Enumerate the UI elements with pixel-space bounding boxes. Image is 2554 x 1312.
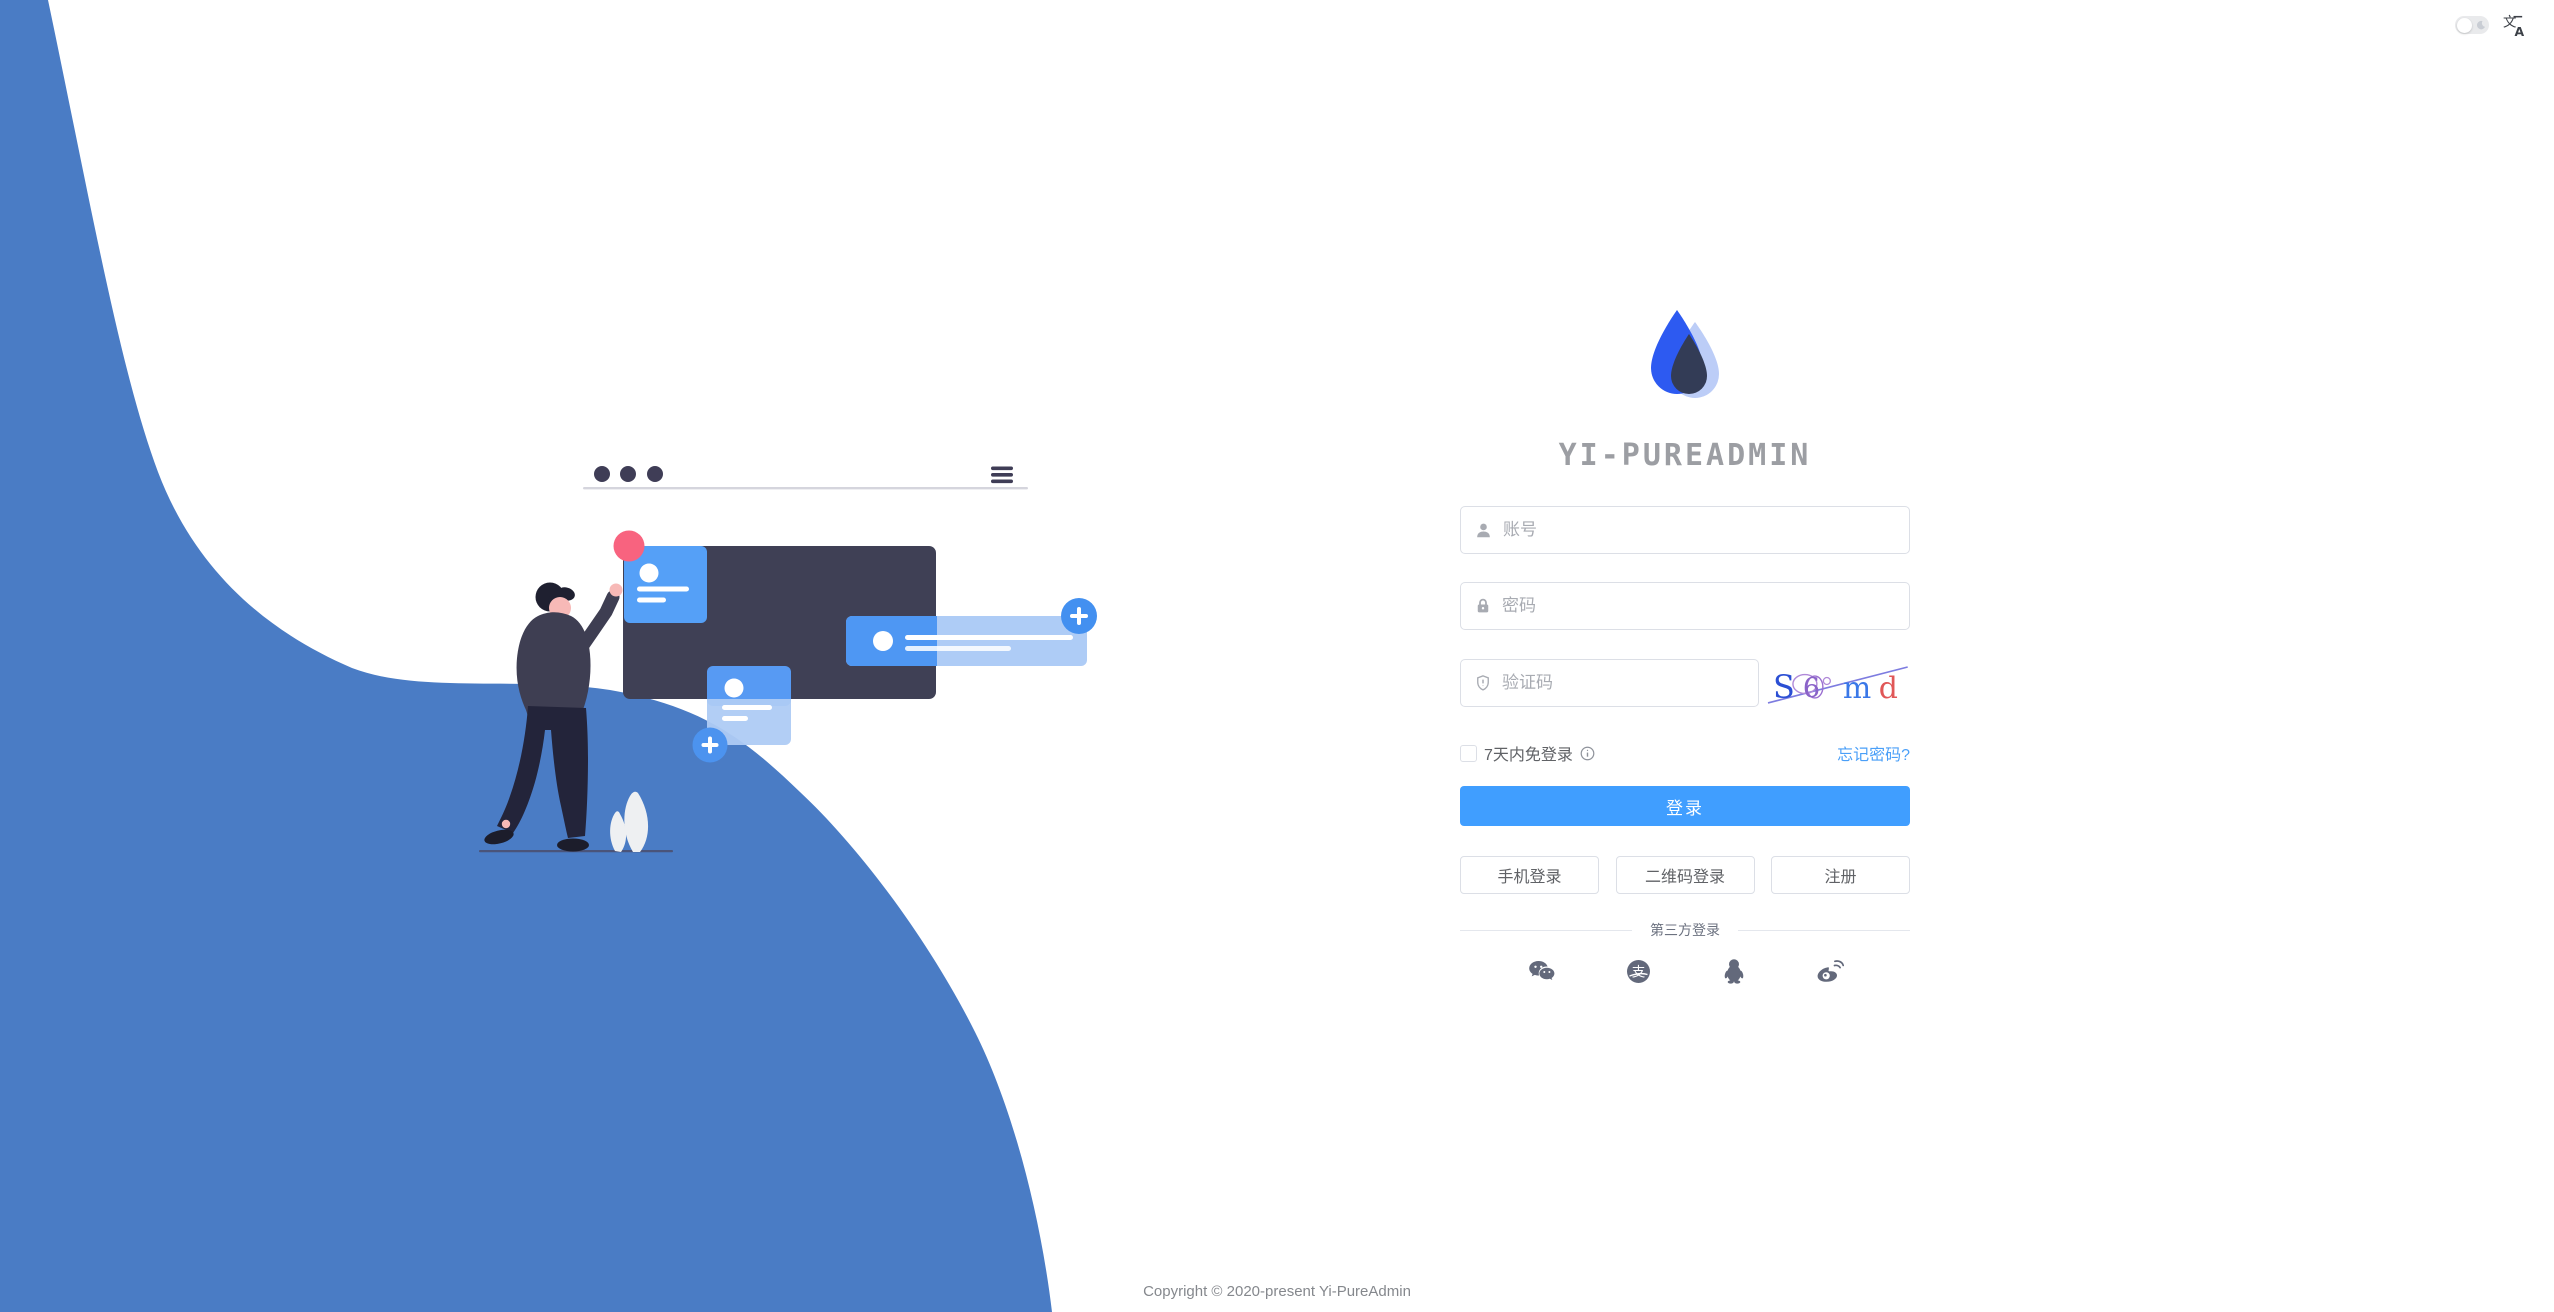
- phone-login-button[interactable]: 手机登录: [1460, 856, 1599, 894]
- qrcode-login-button[interactable]: 二维码登录: [1615, 856, 1755, 894]
- notification-bar: [846, 598, 1097, 666]
- brand-title: YI-PUREADMIN: [1558, 438, 1812, 473]
- copyright-footer: Copyright © 2020-present Yi-PureAdmin: [1143, 1283, 1411, 1300]
- register-button[interactable]: 注册: [1771, 856, 1910, 894]
- forgot-password-link[interactable]: 忘记密码?: [1837, 747, 1910, 764]
- browser-window: [583, 466, 1028, 490]
- captcha-field[interactable]: [1460, 659, 1760, 707]
- alt-login-row: 手机登录 二维码登录 注册: [1460, 856, 1910, 894]
- user-icon: [1474, 521, 1493, 540]
- svg-text:m: m: [1843, 670, 1871, 705]
- info-icon[interactable]: [1580, 746, 1595, 761]
- third-party-label: 第三方登录: [1650, 922, 1720, 938]
- captcha-image[interactable]: S 6 m d: [1767, 660, 1910, 707]
- remember-checkbox[interactable]: [1460, 744, 1477, 762]
- social-login-row: 支: [1460, 958, 1910, 984]
- user-card-bottom: [692, 666, 791, 763]
- translate-icon: 文 A: [2503, 14, 2525, 37]
- person-figure: [484, 582, 623, 852]
- third-party-divider: 第三方登录: [1460, 920, 1910, 940]
- plus-icon: [692, 727, 728, 763]
- wechat-icon[interactable]: [1528, 958, 1556, 984]
- language-switch-button[interactable]: 文 A: [2502, 13, 2526, 37]
- topbar-controls: 文 A: [2455, 13, 2526, 37]
- wave-shape: [0, 0, 1052, 1312]
- password-field[interactable]: [1460, 582, 1910, 630]
- username-input[interactable]: [1503, 507, 1909, 553]
- menu-icon: [991, 466, 1013, 484]
- login-illustration: [0, 0, 1097, 1312]
- water-drop-logo: [1651, 310, 1719, 398]
- captcha-row: S 6 m d: [1460, 659, 1910, 707]
- username-field[interactable]: [1460, 506, 1910, 554]
- lock-icon: [1474, 597, 1492, 615]
- weibo-icon[interactable]: [1816, 958, 1844, 984]
- user-card-top: [624, 546, 707, 623]
- login-panel: YI-PUREADMIN: [1460, 308, 1910, 984]
- shield-icon: [1474, 674, 1492, 692]
- plus-icon: [1061, 598, 1097, 634]
- dark-mode-toggle[interactable]: [2455, 16, 2489, 34]
- login-button[interactable]: 登录: [1460, 786, 1910, 826]
- moon-icon: [2476, 20, 2486, 29]
- svg-text:文: 文: [2503, 14, 2516, 30]
- remember-label: 7天内免登录: [1484, 747, 1573, 764]
- svg-text:支: 支: [1632, 964, 1646, 980]
- svg-text:S: S: [1773, 667, 1795, 705]
- leaf-plant: [610, 791, 649, 852]
- password-input[interactable]: [1502, 583, 1909, 629]
- captcha-input[interactable]: [1502, 660, 1759, 706]
- qq-icon[interactable]: [1722, 958, 1746, 984]
- svg-text:6: 6: [1803, 672, 1820, 703]
- red-dot: [613, 530, 645, 562]
- svg-text:A: A: [2514, 24, 2524, 37]
- toggle-knob: [2456, 17, 2472, 33]
- svg-text:d: d: [1879, 670, 1898, 705]
- remember-row: 7天内免登录 忘记密码?: [1460, 741, 1910, 765]
- alipay-icon[interactable]: 支: [1626, 958, 1651, 984]
